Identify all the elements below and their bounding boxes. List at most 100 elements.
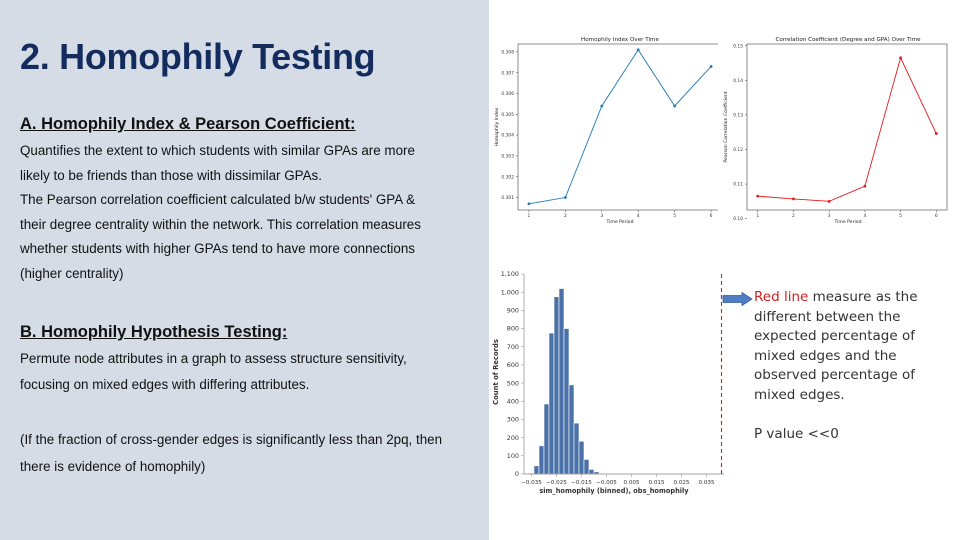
section-a-line: (higher centrality) — [20, 266, 124, 281]
x-tick-label: 0.035 — [698, 480, 714, 486]
histogram-bar — [543, 403, 550, 475]
y-tick-label: 200 — [507, 434, 519, 442]
y-tick-label: 1,100 — [501, 270, 519, 278]
x-tick-label: 3 — [600, 213, 603, 219]
note-red-line-label: Red line — [754, 289, 809, 305]
data-point — [673, 104, 677, 108]
y-tick-label: 600 — [507, 361, 519, 369]
x-tick-label: 1 — [756, 213, 759, 219]
p-value-text: P value <<0 — [754, 426, 839, 442]
y-tick-label: 500 — [507, 379, 519, 387]
data-point — [636, 48, 640, 52]
x-tick-label: 0.005 — [623, 480, 639, 486]
y-tick-label: 0.306 — [501, 91, 514, 97]
x-tick-label: 1 — [528, 213, 531, 219]
section-a-line: their degree centrality within the netwo… — [20, 217, 421, 232]
data-point — [792, 197, 795, 201]
section-b-line: focusing on mixed edges with differing a… — [20, 377, 310, 392]
y-tick-label: 900 — [507, 307, 519, 315]
histogram-bar — [563, 328, 570, 475]
chart-title: Homophily Index Over Time — [581, 37, 659, 43]
x-tick-label: 4 — [637, 213, 640, 219]
data-point — [934, 132, 938, 135]
footnote-line: (If the fraction of cross-gender edges i… — [20, 432, 443, 447]
x-tick-label: 0.015 — [648, 480, 664, 486]
x-axis-label: Time Period — [605, 219, 633, 225]
y-tick-label: 0.303 — [501, 154, 514, 160]
histogram-bar — [548, 332, 555, 475]
y-tick-label: 800 — [507, 325, 519, 333]
histogram-bar — [558, 288, 565, 475]
y-tick-label: 0.13 — [733, 112, 743, 118]
y-tick-label: 0.305 — [501, 112, 514, 118]
y-tick-label: 0.301 — [501, 195, 514, 201]
histogram-bar — [583, 459, 590, 475]
histogram-bar — [573, 422, 580, 475]
note-paragraph: Red line measure as the different betwee… — [754, 288, 954, 405]
x-axis-label: Time Period — [833, 219, 861, 225]
left-panel — [0, 0, 489, 540]
y-axis-label: Pearson Correlation Coefficient — [723, 91, 729, 162]
x-tick-label: 2 — [792, 213, 795, 219]
data-point — [899, 56, 902, 60]
y-tick-label: 400 — [507, 397, 519, 405]
y-tick-label: 0.302 — [501, 174, 514, 180]
x-tick-label: 0.025 — [673, 480, 689, 486]
x-tick-label: 2 — [564, 213, 567, 219]
y-tick-label: 0 — [515, 470, 519, 478]
y-tick-label: 0.304 — [501, 133, 514, 139]
y-axis-label: Homophily Index — [494, 107, 500, 146]
x-tick-label: 5 — [673, 213, 676, 219]
section-a-line: whether students with higher GPAs tend t… — [20, 241, 415, 256]
y-tick-label: 0.14 — [733, 78, 743, 84]
x-tick-label: 5 — [899, 213, 902, 219]
histogram-bar — [533, 465, 540, 475]
section-a-line: likely to be friends than those with dis… — [20, 168, 322, 183]
x-axis-label: sim_homophily (binned), obs_homophily — [539, 487, 689, 495]
explanation-note: Red line measure as the different betwee… — [754, 288, 954, 445]
x-tick-label: −0.035 — [521, 480, 542, 486]
histogram-bar — [538, 445, 545, 475]
y-tick-label: 0.15 — [733, 43, 743, 49]
slide-title: 2. Homophily Testing — [20, 36, 376, 77]
footnote-line: there is evidence of homophily) — [20, 459, 206, 474]
x-tick-label: −0.025 — [546, 480, 567, 486]
data-point — [863, 184, 867, 188]
section-a-line: The Pearson correlation coefficient calc… — [20, 192, 416, 207]
data-point — [563, 196, 567, 199]
x-tick-label: −0.015 — [571, 480, 592, 486]
data-point — [600, 104, 604, 108]
y-tick-label: 0.308 — [501, 50, 514, 56]
y-tick-label: 0.12 — [733, 147, 743, 153]
histogram-bar — [568, 384, 575, 475]
series-line — [757, 56, 937, 202]
note-text: measure as the different between the exp… — [754, 289, 918, 403]
series-line — [528, 48, 712, 205]
y-tick-label: 0.11 — [733, 182, 743, 188]
x-tick-label: −0.005 — [596, 480, 617, 486]
homophily-index-chart: Homophily Index Over Time 0.301 0.302 0.30… — [494, 37, 718, 225]
y-tick-label: 100 — [507, 452, 519, 460]
x-tick-label: 6 — [710, 213, 713, 219]
plot-frame — [746, 43, 948, 211]
section-b-heading: B. Homophily Hypothesis Testing: — [20, 323, 288, 341]
chart-title: Correlation Coefficient (Degree and GPA)… — [775, 37, 921, 43]
arrow-right-icon — [722, 292, 753, 306]
data-point — [709, 65, 713, 68]
x-tick-label: 4 — [863, 213, 866, 219]
data-point — [527, 202, 531, 206]
histogram-bar — [578, 440, 585, 475]
data-point — [827, 199, 831, 203]
y-tick-label: 1,000 — [501, 288, 519, 296]
y-tick-label: 300 — [507, 416, 519, 424]
y-tick-label: 700 — [507, 343, 519, 351]
x-tick-label: 6 — [935, 213, 938, 219]
homophily-histogram: 0 100 200 300 400 500 600 700 800 900 1,000 1,100 −… — [492, 270, 724, 495]
y-tick-label: 0.10 — [733, 216, 743, 222]
y-axis-label: Count of Records — [492, 339, 500, 405]
data-point — [756, 194, 760, 198]
section-a-heading: A. Homophily Index & Pearson Coefficient… — [20, 115, 356, 133]
x-tick-label: 3 — [828, 213, 831, 219]
section-a-line: Quantifies the extent to which students … — [20, 143, 415, 158]
